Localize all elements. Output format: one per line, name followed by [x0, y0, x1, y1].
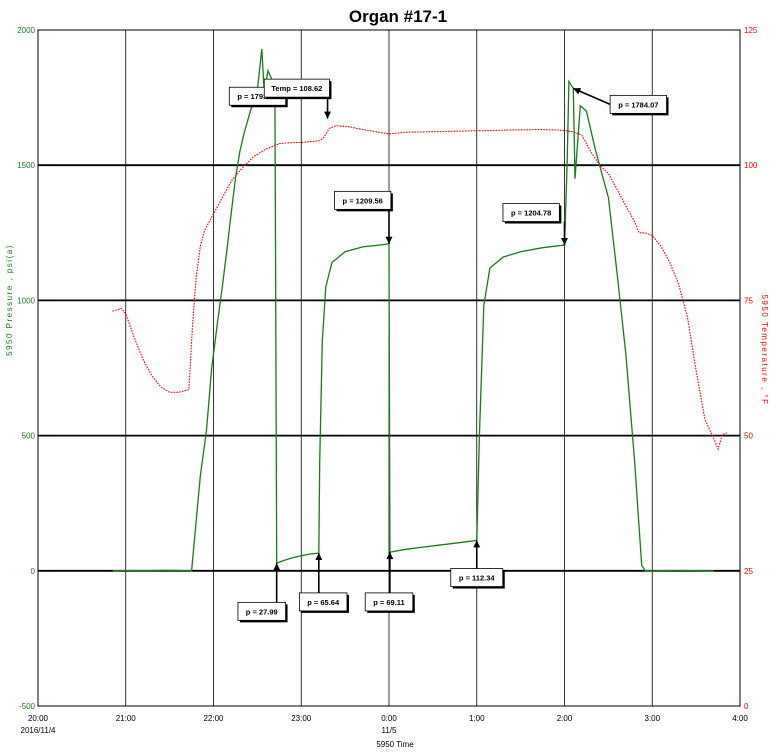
- annotation-box: [298, 592, 348, 612]
- y-left-tick-label: -500: [19, 702, 36, 711]
- series-pressure-line: [112, 48, 714, 572]
- x-tick-label: 0:00: [381, 714, 397, 723]
- annotation-arrow-head: [561, 238, 568, 246]
- y-axis-left-label: 5950 Pressure , psi(a): [5, 244, 14, 356]
- annotation-arrow-head: [386, 552, 394, 560]
- annotation-arrow-head: [473, 540, 481, 548]
- y-right-tick-label: 125: [744, 26, 758, 35]
- x-tick-label: 1:00: [469, 714, 485, 723]
- x-tick-label: 3:00: [644, 714, 660, 723]
- annotation-arrow-head: [315, 553, 323, 561]
- annotation-label: p = 1793.43: [237, 92, 277, 101]
- annotation-arrow-head: [385, 236, 393, 244]
- y-right-tick-label: 0: [744, 702, 749, 711]
- x-axis-label: 5950 Time: [376, 740, 414, 749]
- annotation-box: [450, 568, 504, 587]
- y-right-tick-label: 50: [744, 432, 753, 441]
- y-left-tick-label: 1000: [17, 296, 35, 305]
- series-temperature-line: [112, 125, 727, 451]
- annotation-box: [263, 78, 330, 98]
- plot-frame: [37, 29, 741, 707]
- annotation-box: [334, 190, 392, 210]
- annotation-label: p = 27.99: [246, 607, 278, 616]
- annotation-arrow-head: [273, 563, 281, 571]
- chart-title: Organ #17-1: [349, 7, 447, 26]
- y-left-tick-label: 1500: [17, 161, 35, 170]
- axis-layer: 20:00 2016/11/4 21:00 22:00 23:00 0:00 11/5 1:0…: [17, 26, 758, 735]
- series-layer: [112, 48, 727, 572]
- annotation-label: p = 69.11: [373, 598, 404, 607]
- annotation-label: p = 65.64: [307, 598, 340, 607]
- y-left-tick-label: 2000: [17, 26, 35, 35]
- x-tick-label: 23:00: [291, 714, 312, 723]
- annotation-box: [237, 601, 286, 621]
- annotation-box: [609, 94, 667, 114]
- x-tick-label: 20:00: [28, 714, 49, 723]
- y-right-tick-label: 25: [744, 567, 753, 576]
- x-tick-label: 22:00: [203, 714, 224, 723]
- annotation-label: Temp = 108.62: [271, 84, 322, 93]
- annotation-box: [502, 203, 560, 222]
- annotation-label: p = 1204.78: [511, 209, 551, 218]
- x-tick-sublabel: 11/5: [382, 726, 398, 735]
- y-axis-right-label: 5950 Temperature , °F: [760, 294, 769, 405]
- annotation-box: [364, 592, 414, 612]
- y-left-tick-label: 500: [22, 432, 36, 441]
- x-tick-label: 2:00: [557, 714, 573, 723]
- annotation-label: p = 1209.56: [343, 196, 383, 205]
- y-right-tick-label: 100: [744, 161, 758, 170]
- annotation-label: p = 112.34: [459, 574, 495, 583]
- x-tick-sublabel: 2016/11/4: [21, 726, 57, 735]
- y-left-tick-label: 0: [31, 567, 36, 576]
- annotation-arrow-head: [324, 111, 332, 119]
- y-right-tick-label: 75: [744, 296, 753, 305]
- annotation-label: p = 1784.07: [618, 100, 658, 109]
- x-tick-label: 4:00: [732, 714, 748, 723]
- annotation-arrow-head: [573, 87, 582, 95]
- x-tick-label: 21:00: [116, 714, 137, 723]
